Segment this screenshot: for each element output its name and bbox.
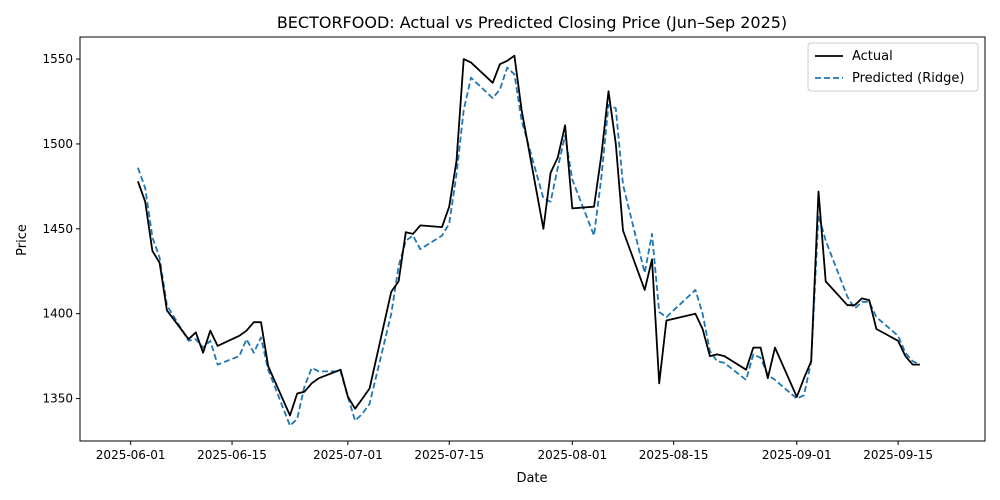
x-tick-label: 2025-07-01 (313, 448, 383, 462)
x-tick-label: 2025-08-01 (537, 448, 607, 462)
x-tick-label: 2025-08-15 (639, 448, 709, 462)
x-tick-label: 2025-06-01 (96, 448, 166, 462)
plot-area (137, 54, 921, 427)
legend-label: Actual (852, 49, 893, 64)
series-line-actual (137, 54, 920, 417)
y-tick-label: 1400 (42, 307, 73, 321)
legend-box (807, 42, 979, 92)
legend-label: Predicted (Ridge) (852, 71, 964, 86)
y-axis: 1350 1400 1450 1500 1550 (42, 52, 80, 406)
series-line-predicted-ridge (137, 66, 921, 427)
chart-title: BECTORFOOD: Actual vs Predicted Closing … (277, 13, 787, 32)
plot-frame (79, 36, 986, 442)
y-tick-label: 1500 (42, 137, 73, 151)
x-axis-label: Date (516, 471, 547, 486)
x-axis: 2025-06-01 2025-06-15 2025-07-01 2025-07-15… (96, 441, 933, 462)
legend: Actual Predicted (Ridge) (807, 42, 979, 92)
y-tick-label: 1550 (42, 52, 73, 66)
x-tick-label: 2025-07-15 (414, 448, 484, 462)
y-tick-label: 1450 (42, 222, 73, 236)
x-tick-label: 2025-09-01 (762, 448, 832, 462)
y-axis-label: Price (15, 224, 30, 256)
x-tick-label: 2025-06-15 (197, 448, 267, 462)
x-tick-label: 2025-09-15 (863, 448, 933, 462)
y-tick-label: 1350 (42, 392, 73, 406)
